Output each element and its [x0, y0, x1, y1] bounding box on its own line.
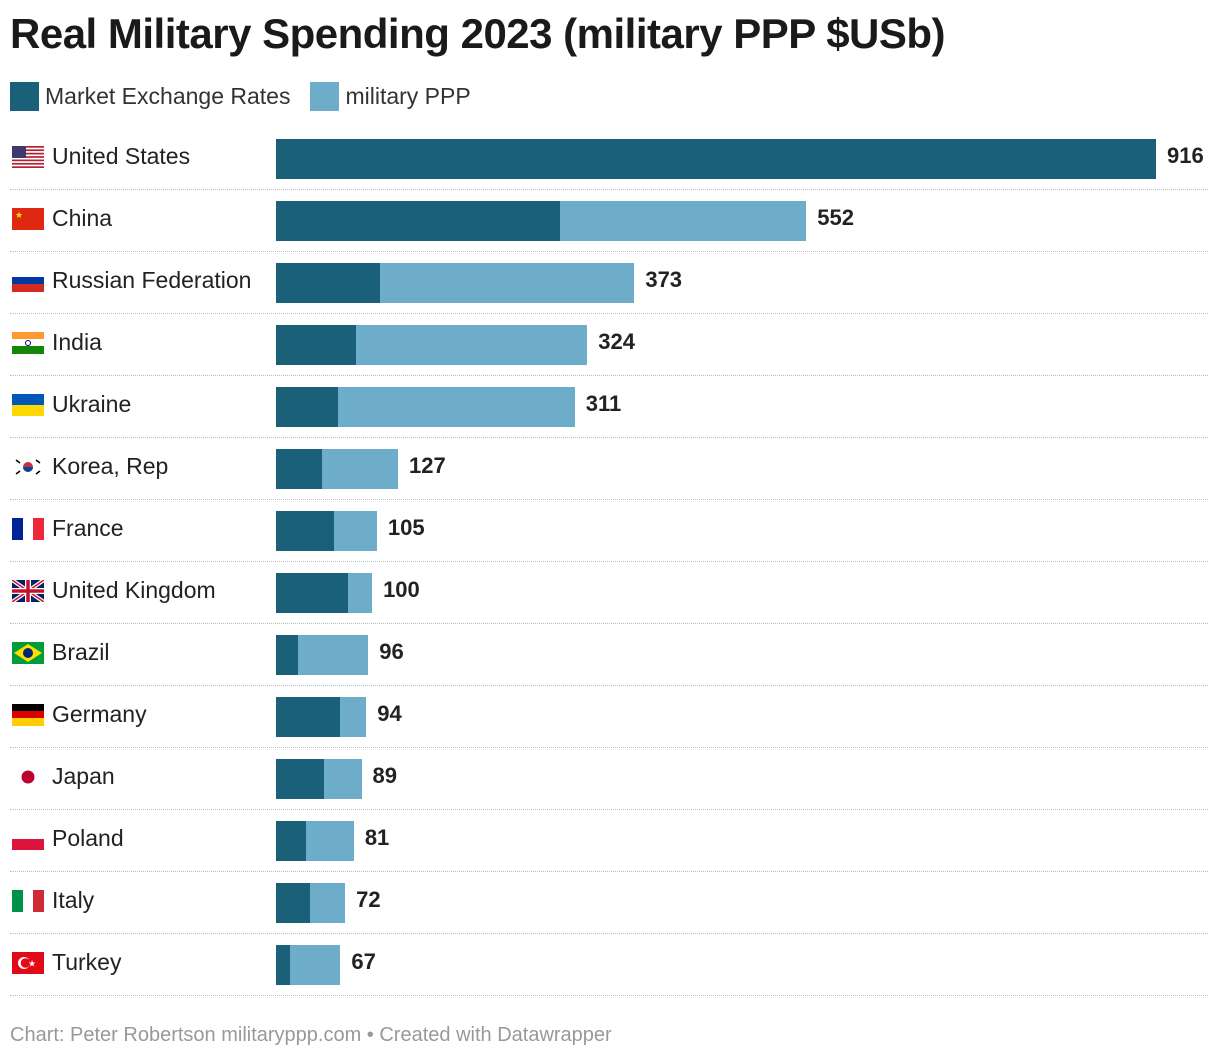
category-label: Germany — [52, 701, 147, 727]
bar-market-exchange — [276, 449, 323, 489]
bar-row: United Kingdom 100 — [10, 561, 1208, 624]
flag-br-icon — [12, 642, 44, 664]
bar-market-exchange — [276, 635, 299, 675]
bar-row: Poland 81 — [10, 809, 1208, 872]
value-label: 72 — [356, 887, 381, 912]
value-label: 373 — [645, 267, 683, 292]
bar-market-exchange — [276, 821, 306, 861]
flag-ua-icon — [12, 394, 44, 416]
flag-tr-icon: ★ — [12, 952, 44, 974]
value-label: 127 — [409, 453, 446, 478]
bar-market-exchange — [276, 883, 310, 923]
flag-gb-icon — [12, 580, 44, 602]
footer-credit: Chart: Peter Robertson militaryppp.com •… — [10, 1024, 612, 1046]
flag-fr-icon — [12, 518, 44, 540]
bar-row: United States 916 — [10, 127, 1208, 190]
value-label: 94 — [377, 701, 402, 726]
bar-market-exchange — [276, 325, 356, 365]
bar-market-exchange — [276, 139, 1156, 179]
category-label: Turkey — [52, 949, 122, 975]
chart-title: Real Military Spending 2023 (military PP… — [10, 10, 946, 57]
flag-jp-icon — [12, 766, 44, 788]
bar-market-exchange — [276, 573, 349, 613]
value-label: 324 — [598, 329, 635, 354]
bar-row: Japan 89 — [10, 747, 1208, 810]
category-label: United States — [52, 143, 191, 169]
legend-swatch-mer — [10, 82, 39, 111]
legend-item-mer: Market Exchange Rates — [10, 82, 290, 111]
value-label: 916 — [1167, 143, 1204, 168]
bar-row: France 105 — [10, 499, 1208, 562]
category-label: France — [52, 515, 124, 541]
flag-us-icon — [12, 146, 44, 168]
value-label: 67 — [351, 949, 376, 974]
flag-it-icon — [12, 890, 44, 912]
category-label: Ukraine — [52, 391, 132, 417]
category-label: Poland — [52, 825, 124, 851]
legend-item-ppp: military PPP — [310, 82, 471, 111]
bar-market-exchange — [276, 511, 334, 551]
flag-pl-icon — [12, 828, 44, 850]
value-label: 311 — [585, 391, 622, 416]
bar-row: India 324 — [10, 313, 1208, 376]
bar-market-exchange — [276, 945, 291, 985]
value-label: 81 — [364, 825, 390, 850]
category-label: Brazil — [52, 639, 110, 665]
bar-market-exchange — [276, 759, 325, 799]
category-label: Korea, Rep — [52, 453, 169, 479]
category-label: Japan — [52, 763, 115, 789]
value-label: 552 — [817, 205, 855, 230]
legend: Market Exchange Rates military PPP — [10, 82, 491, 111]
flag-in-icon — [12, 332, 44, 354]
bar-row: Russian Federation 373 — [10, 251, 1208, 314]
category-label: China — [52, 205, 113, 231]
bar-market-exchange — [276, 387, 339, 427]
bar-row: Germany 94 — [10, 685, 1208, 748]
category-label: Russian Federation — [52, 267, 252, 293]
bar-row: ★ China 552 — [10, 189, 1208, 252]
bar-row: Italy 72 — [10, 871, 1208, 934]
category-label: Italy — [52, 887, 95, 913]
bar-row: Ukraine 311 — [10, 375, 1208, 438]
flag-cn-icon: ★ — [12, 208, 44, 230]
category-label: United Kingdom — [52, 577, 216, 603]
value-label: 100 — [383, 577, 420, 602]
value-label: 105 — [387, 515, 425, 540]
flag-de-icon — [12, 704, 44, 726]
legend-swatch-ppp — [310, 82, 340, 111]
value-label: 96 — [379, 639, 404, 664]
bar-market-exchange — [276, 697, 341, 737]
svg-text:★: ★ — [15, 210, 23, 220]
flag-kr-icon — [12, 456, 44, 478]
value-label: 89 — [372, 763, 397, 788]
bar-row: ★ Turkey 67 — [10, 933, 1208, 996]
bar-market-exchange — [276, 201, 561, 241]
category-label: India — [52, 329, 102, 355]
bar-row: Korea, Rep 127 — [10, 437, 1208, 500]
bar-row: Brazil 96 — [10, 623, 1208, 686]
legend-label-ppp: military PPP — [345, 83, 471, 109]
svg-text:★: ★ — [28, 959, 36, 969]
bar-market-exchange — [276, 263, 380, 303]
flag-ru-icon — [12, 270, 44, 292]
legend-label-mer: Market Exchange Rates — [45, 83, 291, 109]
